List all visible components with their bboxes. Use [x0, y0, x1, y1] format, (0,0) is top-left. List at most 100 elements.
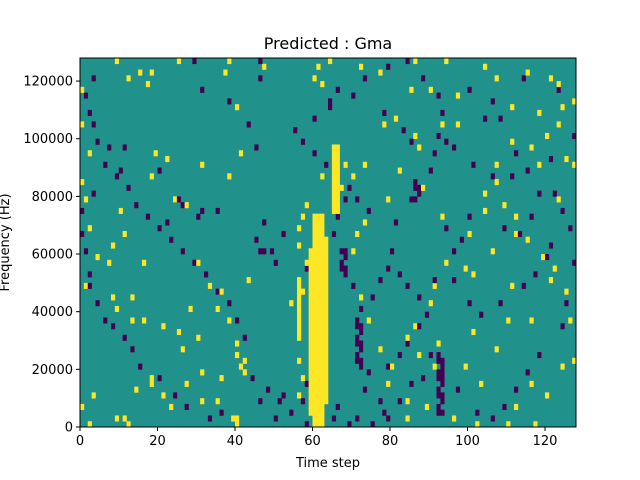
heatmap-cell — [390, 363, 395, 370]
heatmap-cell — [320, 357, 325, 364]
heatmap-cell — [235, 340, 240, 347]
heatmap-cell — [312, 219, 317, 226]
heatmap-cell — [568, 317, 573, 324]
heatmap-cell — [483, 115, 488, 122]
heatmap-cell — [467, 86, 472, 93]
heatmap-cell — [331, 161, 337, 168]
heatmap-cell — [91, 121, 96, 128]
heatmap-cell — [421, 184, 426, 191]
heatmap-cell — [355, 323, 360, 330]
heatmap-cell — [235, 317, 240, 324]
heatmap-cell — [308, 375, 313, 382]
heatmap-cell — [359, 323, 364, 330]
heatmap-cell — [192, 58, 197, 65]
heatmap-cell — [324, 161, 329, 168]
heatmap-cell — [475, 409, 480, 416]
heatmap-cell — [238, 363, 244, 370]
heatmap-cell — [80, 121, 85, 128]
heatmap-cell — [254, 144, 259, 151]
heatmap-cell — [312, 277, 317, 284]
heatmap-cell — [308, 323, 313, 330]
heatmap-cell — [537, 109, 542, 116]
heatmap-cell — [312, 150, 317, 157]
heatmap-cell — [467, 213, 472, 220]
heatmap-cell — [316, 265, 321, 272]
y-tick-label: 0 — [65, 421, 73, 436]
y-tick-label: 40000 — [32, 305, 73, 320]
heatmap-cell — [320, 421, 325, 428]
heatmap-cell — [316, 352, 321, 359]
heatmap-cell — [490, 248, 495, 255]
heatmap-cell — [324, 282, 329, 289]
heatmap-cell — [258, 398, 263, 405]
heatmap-cell — [227, 300, 232, 307]
heatmap-cell — [440, 380, 445, 387]
heatmap-cell — [324, 254, 329, 261]
heatmap-cell — [223, 69, 228, 76]
heatmap-cell — [417, 294, 422, 301]
heatmap-cell — [339, 184, 344, 191]
heatmap-cell — [320, 242, 325, 249]
heatmap-cell — [254, 236, 259, 243]
heatmap-cell — [219, 375, 224, 382]
heatmap-cell — [250, 375, 255, 382]
heatmap-cell — [316, 248, 321, 255]
heatmap-cell — [529, 317, 534, 324]
heatmap-cell — [153, 150, 158, 157]
heatmap-cell — [320, 415, 325, 422]
x-tick-label: 100 — [455, 434, 480, 449]
heatmap-cell — [324, 311, 329, 318]
heatmap-cell — [545, 132, 550, 140]
heatmap-cell — [331, 202, 337, 209]
heatmap-cell — [207, 282, 213, 289]
heatmap-cell — [362, 386, 368, 393]
heatmap-cell — [386, 415, 391, 422]
heatmap-cell — [312, 213, 317, 220]
heatmap-cell — [169, 236, 174, 243]
heatmap-cell — [312, 317, 317, 324]
heatmap-cell — [417, 323, 422, 330]
heatmap-cell — [490, 415, 495, 422]
heatmap-cell — [316, 213, 321, 220]
heatmap-cell — [417, 144, 422, 151]
heatmap-cell — [440, 357, 445, 364]
heatmap-cell — [316, 369, 321, 376]
y-axis-label: Frequency (Hz) — [0, 193, 13, 291]
heatmap-cell — [316, 334, 321, 341]
heatmap-cell — [308, 398, 313, 405]
heatmap-cell — [316, 63, 321, 70]
heatmap-cell — [312, 282, 317, 289]
heatmap-cell — [331, 230, 337, 238]
heatmap-cell — [320, 282, 325, 289]
heatmap-cell — [300, 288, 306, 295]
heatmap-cell — [184, 403, 189, 411]
heatmap-cell — [316, 363, 321, 370]
heatmap-cell — [320, 230, 325, 238]
heatmap-cell — [312, 398, 317, 405]
heatmap-cell — [246, 121, 251, 128]
heatmap-cell — [335, 184, 340, 191]
heatmap-cell — [297, 225, 302, 232]
heatmap-cell — [514, 213, 519, 220]
heatmap-cell — [200, 86, 205, 93]
heatmap-cell — [378, 69, 383, 76]
heatmap-cell — [320, 81, 325, 88]
heatmap-cell — [440, 109, 445, 116]
heatmap-cell — [331, 144, 337, 151]
heatmap-cell — [320, 334, 325, 341]
heatmap-cell — [308, 317, 313, 324]
heatmap-cell — [386, 363, 391, 370]
heatmap-cell — [312, 271, 317, 278]
heatmap-cell — [572, 132, 577, 140]
heatmap-cell — [80, 230, 85, 238]
heatmap-cell — [560, 323, 565, 330]
heatmap-cell — [312, 225, 317, 232]
heatmap-cell — [293, 127, 298, 134]
heatmap-cell — [343, 161, 348, 168]
heatmap-cell — [494, 75, 499, 82]
heatmap-cell — [529, 144, 534, 151]
heatmap-cell — [297, 317, 302, 324]
heatmap-cell — [145, 81, 151, 88]
heatmap-cell — [126, 421, 131, 428]
heatmap-cell — [502, 202, 507, 209]
